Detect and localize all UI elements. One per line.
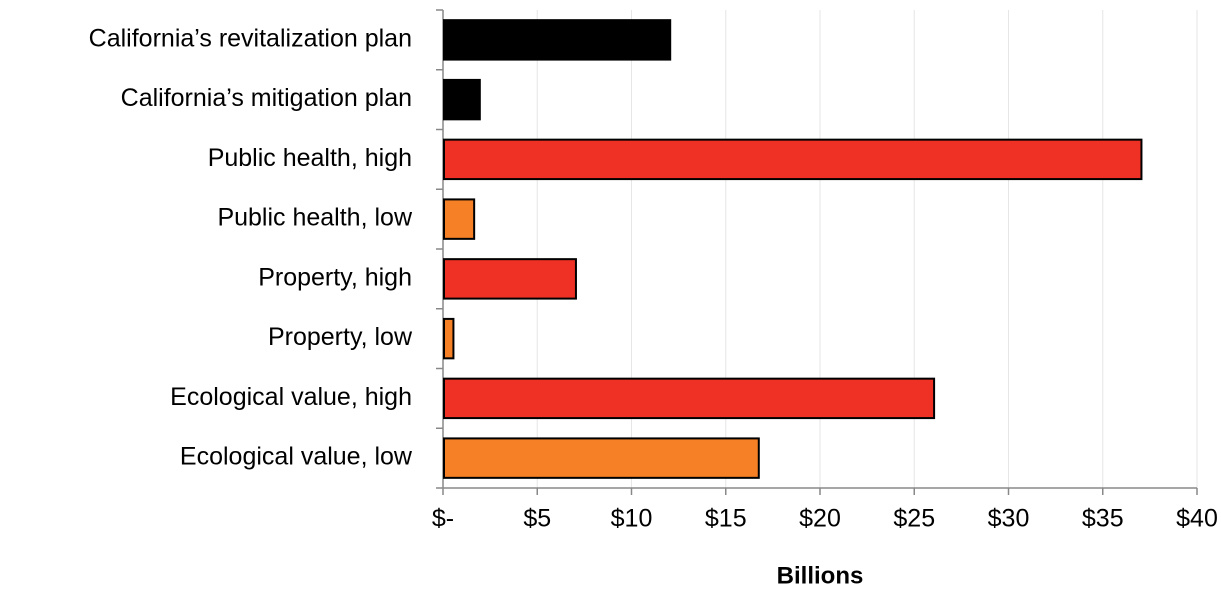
x-tick-label: $30	[988, 505, 1030, 533]
x-tick-label: $25	[893, 505, 935, 533]
bar	[443, 377, 936, 420]
bar	[443, 258, 577, 300]
x-tick-label: $35	[1082, 505, 1124, 533]
x-tick-label: $20	[799, 505, 841, 533]
bar	[443, 437, 760, 479]
y-tick-label: Ecological value, high	[170, 383, 412, 411]
x-tick-label: $-	[432, 505, 454, 533]
bar	[443, 138, 1143, 181]
x-axis-label: Billions	[777, 562, 864, 589]
x-tick-label: $40	[1176, 505, 1218, 533]
y-tick-label: California’s revitalization plan	[89, 24, 412, 52]
y-tick-label: California’s mitigation plan	[121, 84, 412, 112]
bar	[443, 78, 481, 121]
bar	[443, 317, 455, 360]
y-tick-label: Public health, low	[217, 204, 413, 232]
y-tick-label: Public health, high	[208, 144, 412, 172]
x-tick-label: $10	[611, 505, 653, 533]
bar	[443, 19, 672, 61]
y-tick-label: Ecological value, low	[180, 443, 413, 471]
x-tick-label: $5	[523, 505, 551, 533]
y-tick-label: Property, low	[268, 323, 413, 351]
x-tick-label: $15	[705, 505, 747, 533]
y-tick-label: Property, high	[258, 263, 412, 291]
bar	[443, 198, 476, 240]
